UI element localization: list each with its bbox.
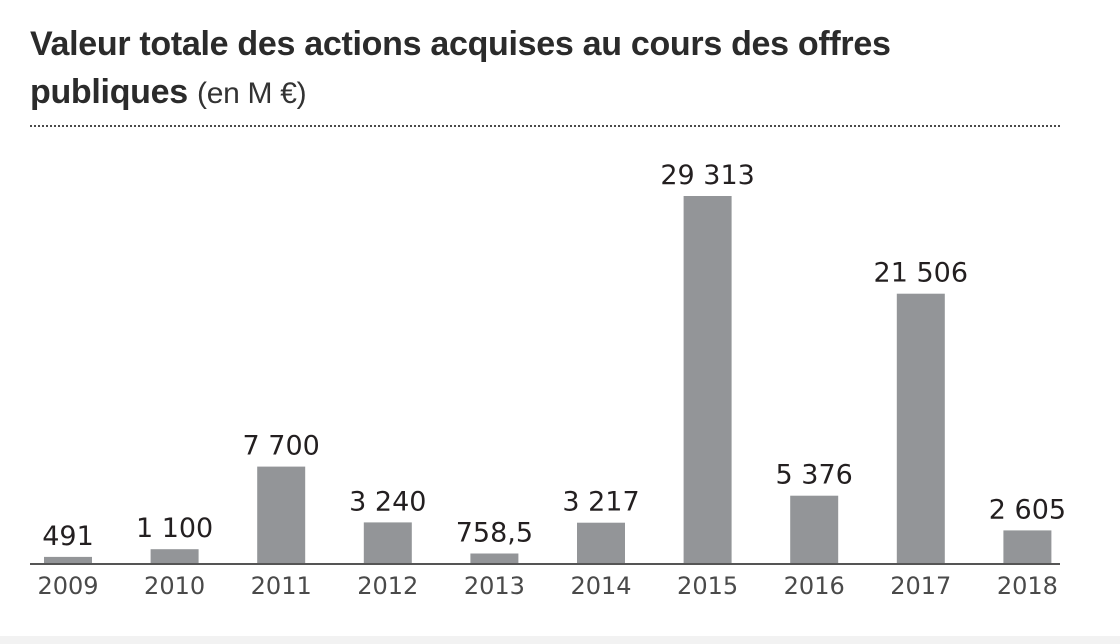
value-label-2018: 2 605 — [989, 494, 1066, 525]
value-label-2011: 7 700 — [243, 431, 320, 462]
bar-2017 — [896, 293, 945, 563]
x-tick-label-2013: 2013 — [464, 572, 525, 600]
x-tick-label-2010: 2010 — [144, 572, 205, 600]
chart-title-line-2: publiques (en M €) — [30, 68, 1070, 118]
x-tick-label-2016: 2016 — [784, 572, 845, 600]
x-tick-labels-group: 2009 2010 2011 2012 2013 2014 2015 2016 2017 2018 — [37, 572, 1057, 600]
value-labels-group: 491 1 100 7 700 3 240 758,5 3 217 29 313 5 376 2… — [42, 160, 1066, 552]
value-label-2015: 29 313 — [660, 160, 754, 191]
x-tick-label-2015: 2015 — [677, 572, 738, 600]
x-tick-label-2012: 2012 — [357, 572, 418, 600]
bar-2018 — [1003, 530, 1052, 563]
x-tick-label-2011: 2011 — [251, 572, 312, 600]
bar-2015 — [683, 196, 732, 563]
title-divider — [30, 125, 1060, 127]
chart-title-line-1: Valeur totale des actions acquises au co… — [30, 25, 891, 63]
chart-title-text: publiques — [30, 73, 188, 111]
x-tick-label-2014: 2014 — [570, 572, 631, 600]
value-label-2009: 491 — [42, 521, 94, 552]
bar-2011 — [257, 466, 306, 563]
value-label-2012: 3 240 — [349, 486, 426, 517]
bar-2009 — [44, 556, 92, 563]
value-label-2010: 1 100 — [136, 513, 213, 544]
value-label-2014: 3 217 — [562, 487, 639, 518]
bars-group — [44, 196, 1052, 563]
bar-2013 — [470, 553, 519, 563]
value-label-2016: 5 376 — [776, 460, 853, 491]
chart-title: Valeur totale des actions acquises au co… — [30, 20, 1070, 118]
bar-2010 — [150, 549, 199, 563]
x-tick-label-2018: 2018 — [997, 572, 1058, 600]
x-tick-label-2017: 2017 — [890, 572, 951, 600]
x-tick-label-2009: 2009 — [37, 572, 98, 600]
value-label-2013: 758,5 — [456, 518, 533, 549]
chart-unit-label: (en M €) — [197, 77, 307, 110]
bar-2016 — [790, 495, 839, 563]
bar-2014 — [577, 522, 625, 563]
value-label-2017: 21 506 — [874, 258, 968, 289]
bar-2012 — [363, 522, 412, 563]
bottom-strip — [0, 636, 1120, 644]
